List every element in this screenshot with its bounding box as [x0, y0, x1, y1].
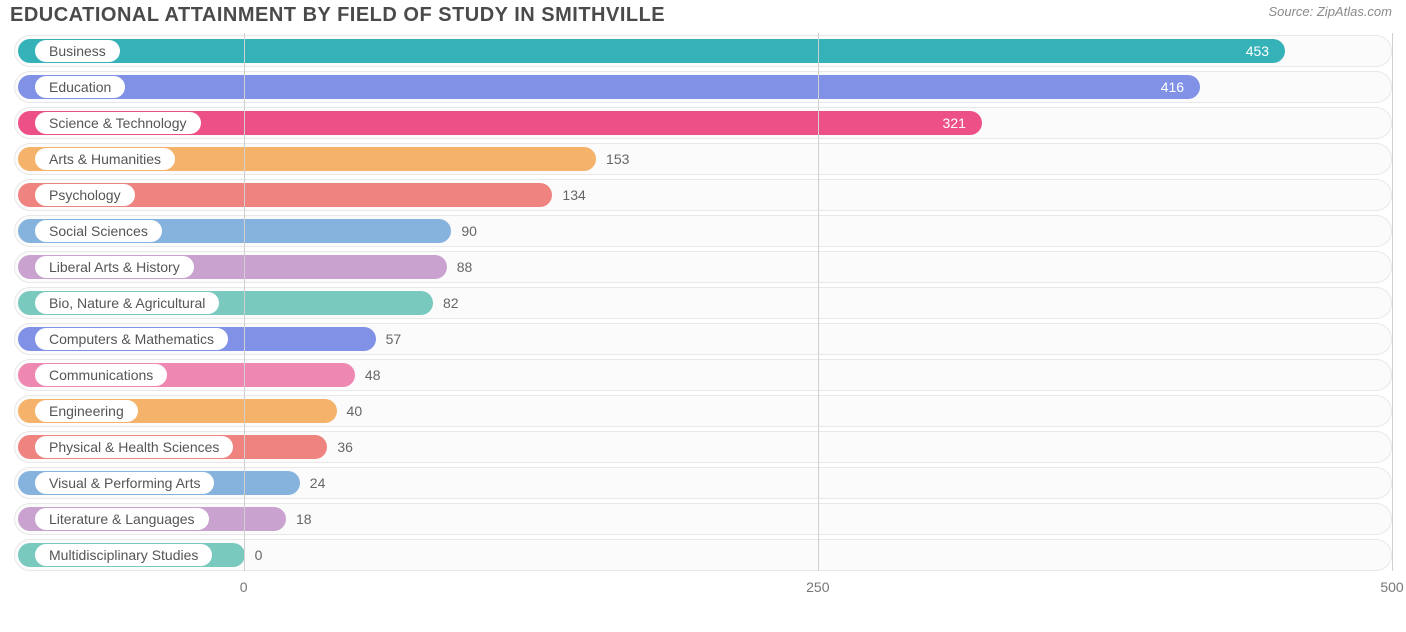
bar-row: Computers & Mathematics 57 [14, 323, 1392, 355]
source-prefix: Source: [1268, 4, 1316, 19]
bar-value-label: 416 [1161, 79, 1184, 95]
bar-value-label: 134 [562, 187, 585, 203]
chart-bars-container: Business 453 Education 416 Science & Technol… [14, 35, 1392, 571]
bar-category-label: Literature & Languages [35, 508, 209, 530]
chart-source: Source: ZipAtlas.com [1268, 4, 1392, 19]
bar-value-label: 18 [296, 511, 312, 527]
bar-value-label: 0 [255, 547, 263, 563]
chart-x-axis: 0250500 [14, 575, 1392, 601]
bar-category-label: Education [35, 76, 125, 98]
bar-value-label: 36 [337, 439, 353, 455]
bar-category-label: Communications [35, 364, 167, 386]
axis-tick-label: 250 [806, 579, 829, 595]
bar-row: Physical & Health Sciences 36 [14, 431, 1392, 463]
bar-row: Visual & Performing Arts 24 [14, 467, 1392, 499]
bar-value-label: 321 [943, 115, 966, 131]
bar-category-label: Computers & Mathematics [35, 328, 228, 350]
bar-row: Liberal Arts & History 88 [14, 251, 1392, 283]
bar-category-label: Engineering [35, 400, 138, 422]
chart-header: Educational Attainment by Field of Study… [0, 0, 1406, 33]
bar-row: Arts & Humanities 153 [14, 143, 1392, 175]
chart-plot-area: Business 453 Education 416 Science & Technol… [0, 33, 1406, 571]
bar-category-label: Social Sciences [35, 220, 162, 242]
bar-category-label: Science & Technology [35, 112, 201, 134]
bar-category-label: Psychology [35, 184, 135, 206]
bar-row: Psychology 134 [14, 179, 1392, 211]
bar-row: Communications 48 [14, 359, 1392, 391]
bar-value-label: 82 [443, 295, 459, 311]
bar-category-label: Liberal Arts & History [35, 256, 194, 278]
chart-title: Educational Attainment by Field of Study… [10, 4, 665, 27]
bar-row: Bio, Nature & Agricultural 82 [14, 287, 1392, 319]
bar-value-label: 24 [310, 475, 326, 491]
bar-fill [18, 39, 1285, 63]
bar-value-label: 153 [606, 151, 629, 167]
bar-value-label: 88 [457, 259, 473, 275]
bar-category-label: Bio, Nature & Agricultural [35, 292, 219, 314]
gridline [1392, 33, 1393, 571]
bar-category-label: Physical & Health Sciences [35, 436, 233, 458]
bar-row: Literature & Languages 18 [14, 503, 1392, 535]
bar-row: Education 416 [14, 71, 1392, 103]
bar-row: Social Sciences 90 [14, 215, 1392, 247]
bar-value-label: 90 [461, 223, 477, 239]
bar-category-label: Business [35, 40, 120, 62]
source-name: ZipAtlas.com [1317, 4, 1392, 19]
axis-tick-label: 0 [240, 579, 248, 595]
bar-row: Engineering 40 [14, 395, 1392, 427]
bar-value-label: 48 [365, 367, 381, 383]
bar-value-label: 40 [347, 403, 363, 419]
bar-value-label: 453 [1246, 43, 1269, 59]
bar-category-label: Multidisciplinary Studies [35, 544, 212, 566]
bar-row: Business 453 [14, 35, 1392, 67]
bar-fill [18, 75, 1200, 99]
bar-value-label: 57 [386, 331, 402, 347]
bar-row: Science & Technology 321 [14, 107, 1392, 139]
bar-row: Multidisciplinary Studies 0 [14, 539, 1392, 571]
axis-tick-label: 500 [1380, 579, 1403, 595]
bar-category-label: Arts & Humanities [35, 148, 175, 170]
bar-category-label: Visual & Performing Arts [35, 472, 214, 494]
